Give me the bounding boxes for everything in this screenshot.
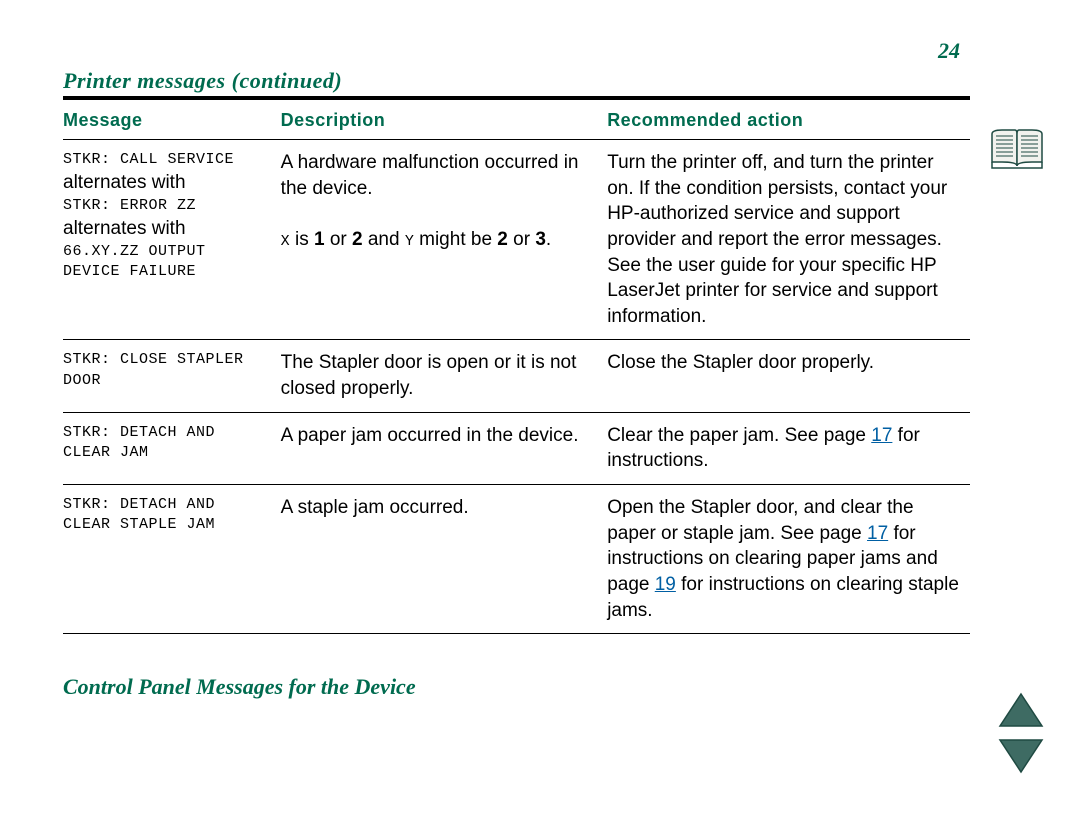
body-text: or bbox=[508, 229, 535, 250]
table-row: STKR: CLOSE STAPLER DOORThe Stapler door… bbox=[63, 340, 970, 412]
cell-message: STKR: DETACH AND CLEAR JAM bbox=[63, 412, 281, 484]
page-down-icon[interactable] bbox=[998, 738, 1044, 774]
body-text: A hardware malfunction occurred in the d… bbox=[281, 152, 579, 199]
inline-code: X bbox=[281, 233, 290, 250]
body-text: and bbox=[363, 229, 405, 250]
body-text: A paper jam occurred in the device. bbox=[281, 425, 579, 446]
bold-text: 3 bbox=[535, 229, 546, 250]
table-row: STKR: DETACH AND CLEAR JAM A paper jam oc… bbox=[63, 412, 970, 484]
cell-message: STKR: DETACH AND CLEAR STAPLE JAM bbox=[63, 485, 281, 634]
table-row: STKR: CALL SERVICEalternates withSTKR: E… bbox=[63, 140, 970, 340]
page-link[interactable]: 17 bbox=[867, 523, 888, 544]
cell-description: The Stapler door is open or it is not cl… bbox=[281, 340, 608, 412]
page-link[interactable]: 17 bbox=[871, 425, 892, 446]
cell-description: A staple jam occurred. bbox=[281, 485, 608, 634]
table-row: STKR: DETACH AND CLEAR STAPLE JAM A stapl… bbox=[63, 485, 970, 634]
document-page: 24 Printer messages (continued) Message … bbox=[0, 0, 1080, 720]
body-text: might be bbox=[414, 229, 497, 250]
body-text: Turn the printer off, and turn the print… bbox=[607, 152, 947, 327]
body-text: . bbox=[546, 229, 551, 250]
message-alt-text: alternates with bbox=[63, 216, 271, 242]
body-text: Close the Stapler door properly. bbox=[607, 352, 874, 373]
footer-title: Control Panel Messages for the Device bbox=[63, 674, 970, 700]
header-action: Recommended action bbox=[607, 99, 970, 140]
message-code: STKR: CALL SERVICE bbox=[63, 150, 271, 170]
cell-action: Turn the printer off, and turn the print… bbox=[607, 140, 970, 340]
body-text: or bbox=[325, 229, 352, 250]
header-description: Description bbox=[281, 99, 608, 140]
section-title: Printer messages (continued) bbox=[63, 68, 970, 94]
page-number: 24 bbox=[938, 38, 960, 64]
inline-code: Y bbox=[405, 233, 414, 250]
message-code: STKR: CLOSE STAPLER DOOR bbox=[63, 350, 271, 391]
cell-action: Close the Stapler door properly. bbox=[607, 340, 970, 412]
body-text: Clear the paper jam. See page bbox=[607, 425, 871, 446]
header-message: Message bbox=[63, 99, 281, 140]
cell-message: STKR: CLOSE STAPLER DOOR bbox=[63, 340, 281, 412]
message-code: STKR: DETACH AND CLEAR JAM bbox=[63, 423, 271, 464]
cell-action: Open the Stapler door, and clear the pap… bbox=[607, 485, 970, 634]
body-text: The Stapler door is open or it is not cl… bbox=[281, 352, 577, 399]
messages-table: Message Description Recommended action S… bbox=[63, 97, 970, 634]
page-up-icon[interactable] bbox=[998, 692, 1044, 728]
body-text: is bbox=[290, 229, 314, 250]
bold-text: 2 bbox=[352, 229, 363, 250]
cell-description: A paper jam occurred in the device. bbox=[281, 412, 608, 484]
page-nav-arrows bbox=[998, 692, 1044, 774]
message-alt-text: alternates with bbox=[63, 170, 271, 196]
book-icon[interactable] bbox=[990, 128, 1044, 170]
bold-text: 2 bbox=[497, 229, 508, 250]
table-header-row: Message Description Recommended action bbox=[63, 99, 970, 140]
body-text: A staple jam occurred. bbox=[281, 497, 469, 518]
cell-action: Clear the paper jam. See page 17 for ins… bbox=[607, 412, 970, 484]
message-code: 66.XY.ZZ OUTPUT DEVICE FAILURE bbox=[63, 242, 271, 283]
message-code: STKR: ERROR ZZ bbox=[63, 196, 271, 216]
cell-description: A hardware malfunction occurred in the d… bbox=[281, 140, 608, 340]
cell-message: STKR: CALL SERVICEalternates withSTKR: E… bbox=[63, 140, 281, 340]
message-code: STKR: DETACH AND CLEAR STAPLE JAM bbox=[63, 495, 271, 536]
bold-text: 1 bbox=[314, 229, 325, 250]
page-link[interactable]: 19 bbox=[655, 574, 676, 595]
